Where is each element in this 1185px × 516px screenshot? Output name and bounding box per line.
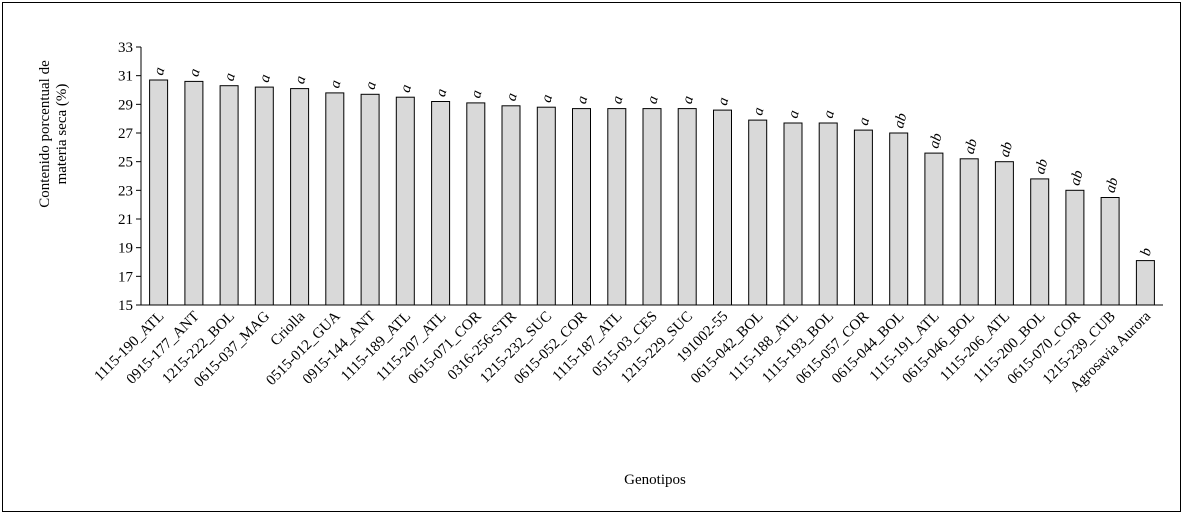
bar [959,158,979,306]
bar [924,152,944,306]
y-axis-title-line-1: Contenido porcentual de [37,60,53,208]
bar [889,132,909,306]
y-tick-label: 21 [118,212,133,228]
y-tick-label: 29 [118,97,133,113]
significance-label: ab [997,140,1016,159]
bar [994,161,1014,306]
bar [572,108,591,306]
y-tick-label: 15 [118,298,133,314]
y-axis-title: Contenido porcentual de materia seca (%) [37,60,70,208]
significance-label: a [715,96,732,107]
x-axis-title: Genotipos [624,472,686,488]
significance-label: ab [1103,175,1122,194]
bar [1100,197,1120,306]
significance-label: b [1138,246,1156,258]
bar [748,119,768,306]
significance-label: ab [962,137,981,156]
significance-label: a [363,80,380,91]
y-axis: 15 17 19 21 23 25 27 29 31 33 [118,40,1163,314]
significance-label: a [398,83,415,94]
bar [466,102,486,306]
bar [360,93,380,306]
significance-label: a [856,116,873,127]
bar [1065,189,1085,306]
significance-label: ab [1067,168,1086,187]
bar [853,129,873,306]
bar [431,101,451,306]
significance-label: a [644,94,661,105]
bar [713,109,732,306]
significance-label: a [327,79,344,90]
bar [219,85,239,306]
bar [818,122,838,306]
y-tick-label: 33 [118,40,133,56]
x-tick-labels: 1115-190_ATL0915-177_ANT1215-222_BOL0615… [91,308,1154,395]
significance-label: ab [926,131,945,150]
bar [184,80,204,306]
bar [325,92,345,306]
y-tick-label: 23 [118,183,133,199]
significance-label: a [186,67,203,78]
bar [783,122,803,306]
y-tick-label: 27 [118,126,134,142]
significance-label: a [680,94,697,105]
bar [254,86,274,306]
bar [642,108,662,306]
y-tick-label: 31 [118,69,133,85]
bar [536,106,556,306]
significance-label: a [433,87,450,98]
significance-label: ab [891,111,910,130]
significance-label: a [785,109,802,120]
bar [501,105,521,306]
bar [395,96,415,306]
y-tick-label: 19 [118,241,133,257]
y-tick-label: 17 [118,269,134,285]
significance-label: a [292,74,309,85]
significance-label: a [750,106,767,117]
significance-label: a [574,94,591,105]
significance-label: a [468,89,485,100]
y-axis-title-line-2: materia seca (%) [54,84,70,185]
significance-label: a [151,66,168,77]
bar [290,88,310,306]
significance-label: a [821,109,838,120]
significance-label: a [257,73,274,84]
bar [607,108,627,306]
significance-label: a [539,93,556,104]
significance-label: a [222,71,239,82]
bar [1135,260,1155,306]
bars [149,79,1155,306]
significance-label: a [503,91,520,102]
bar [677,108,697,306]
y-tick-label: 25 [118,155,133,171]
bar-chart: Contenido porcentual de materia seca (%)… [37,40,1163,488]
significance-label: a [609,94,626,105]
bar [1030,178,1050,306]
significance-label: ab [1032,157,1051,176]
bar [149,79,169,306]
